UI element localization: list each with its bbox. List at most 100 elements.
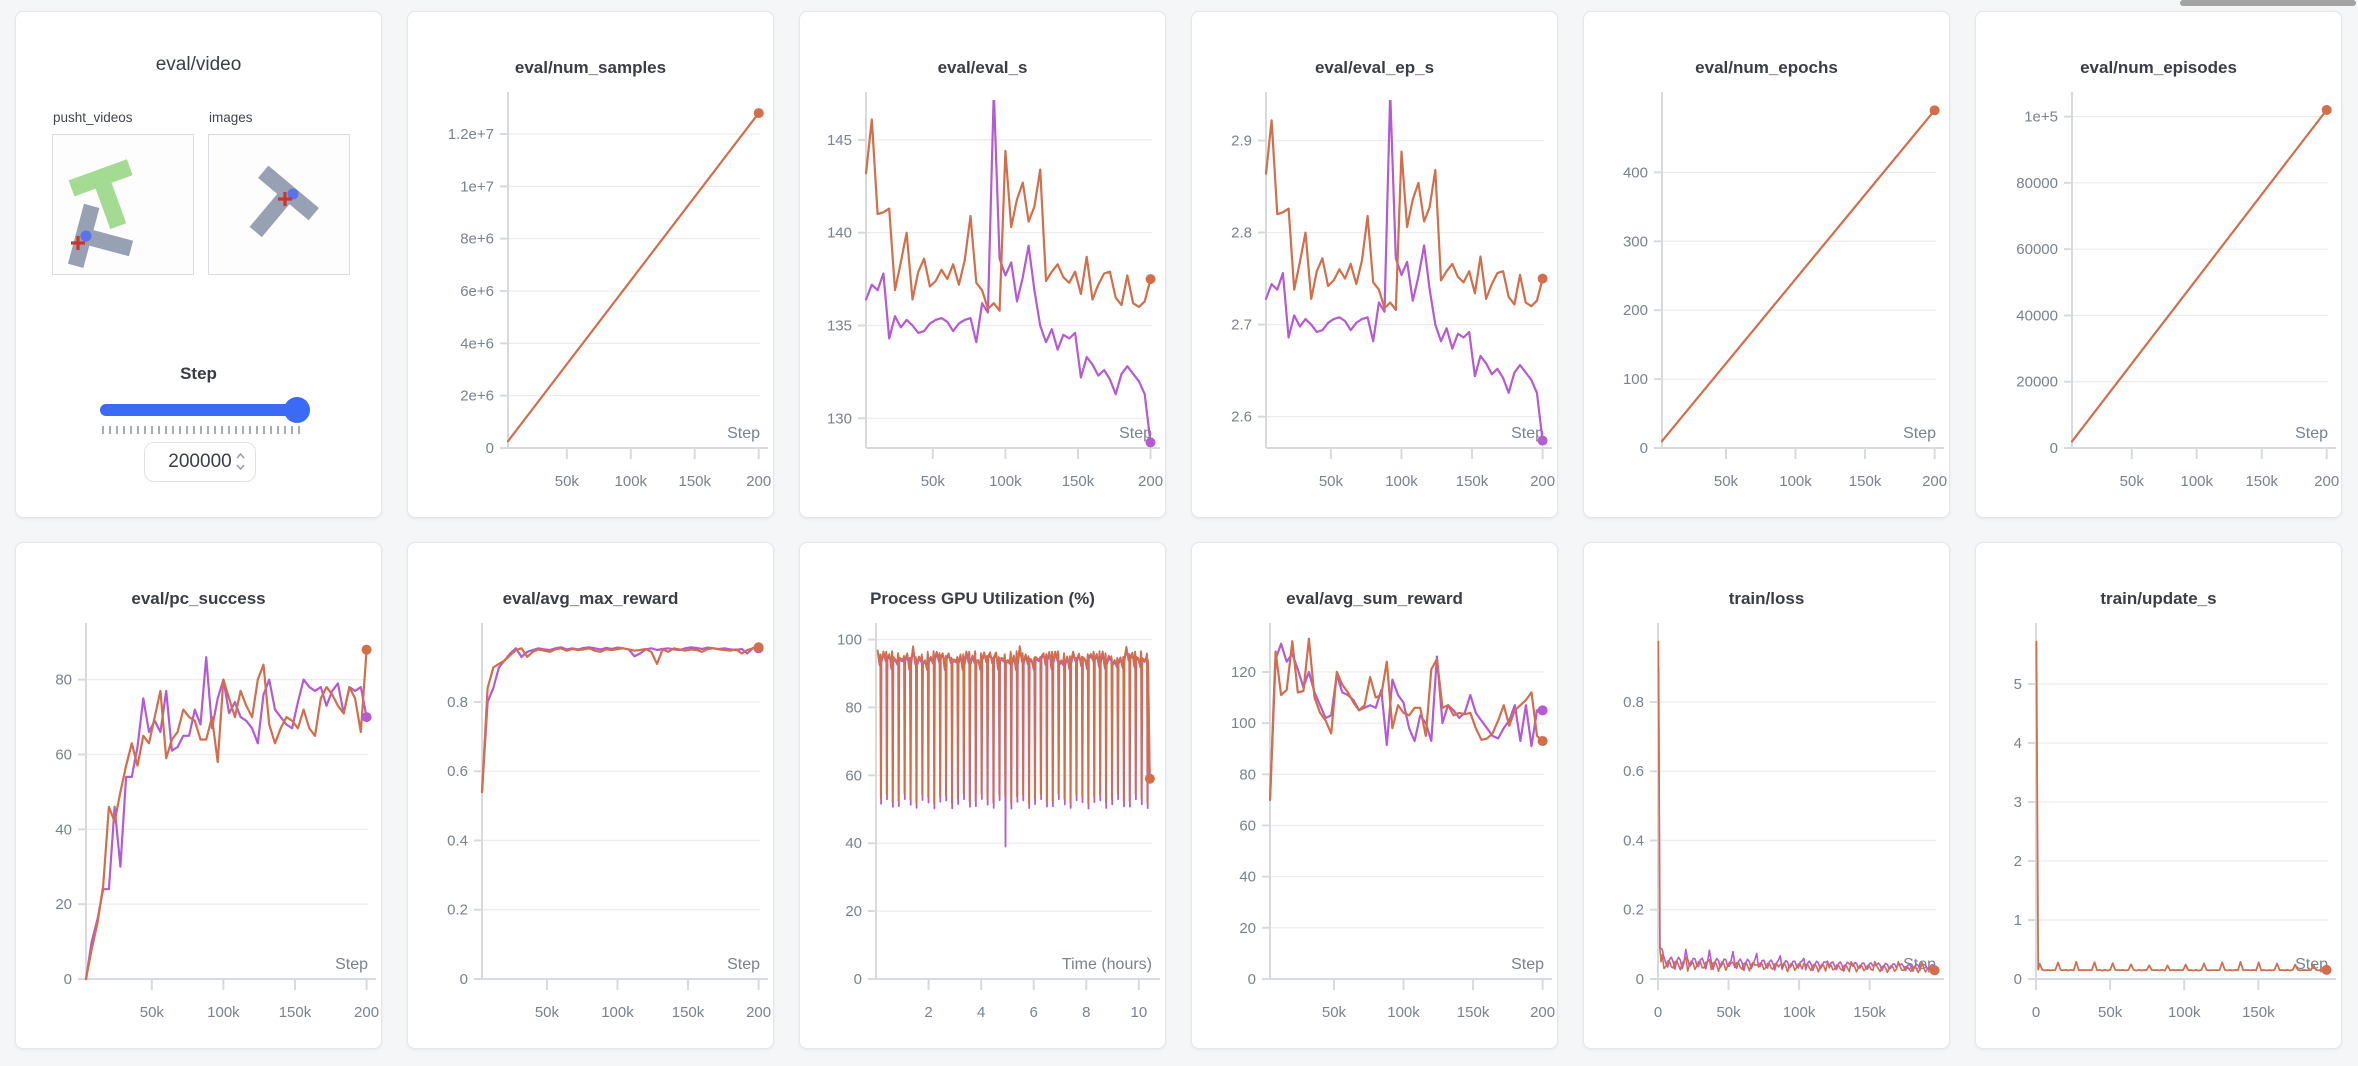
svg-text:100k: 100k — [615, 473, 648, 490]
svg-text:Step: Step — [1903, 425, 1936, 442]
svg-text:200: 200 — [354, 1004, 379, 1021]
chart-title: Process GPU Utilization (%) — [870, 589, 1095, 608]
svg-text:80000: 80000 — [2016, 175, 2058, 192]
svg-text:80: 80 — [845, 699, 862, 716]
chart-title: eval/eval_ep_s — [1314, 58, 1435, 77]
panel-eval-avg-max-reward: eval/avg_max_reward 50k 100k 150k 200 0 0.2 0.4… — [407, 542, 774, 1049]
svg-text:135: 135 — [827, 318, 852, 335]
svg-text:50k: 50k — [1322, 1004, 1347, 1021]
svg-text:0.6: 0.6 — [447, 763, 468, 780]
svg-text:6e+6: 6e+6 — [460, 283, 494, 300]
chevron-down-icon[interactable] — [235, 462, 246, 472]
chart-canvas[interactable]: 50k 100k 150k 200 0 100 200 300 400 Step — [1584, 12, 1950, 518]
svg-text:20: 20 — [1239, 920, 1256, 937]
svg-text:0.2: 0.2 — [1623, 902, 1644, 919]
svg-text:200: 200 — [1530, 473, 1555, 490]
svg-text:40: 40 — [845, 835, 862, 852]
svg-text:3: 3 — [2014, 794, 2022, 811]
pusht-video-frame — [67, 159, 134, 268]
svg-text:150k: 150k — [1457, 1004, 1490, 1021]
series-line-orange — [1660, 109, 1936, 443]
step-number-input[interactable]: 200000 — [144, 442, 256, 482]
chart-canvas[interactable]: 50k 100k 150k 200 130 135 140 145 Step — [800, 12, 1166, 518]
panel-eval-pc-success: eval/pc_success 50k 100k 150k 200 0 20 40 60 80 St… — [15, 542, 382, 1049]
series-line-orange — [2070, 108, 2328, 443]
chart-canvas[interactable]: 50k 100k 150k 200 0 20 40 60 80 100 120 Step — [1192, 543, 1558, 1049]
svg-text:0: 0 — [64, 971, 72, 988]
svg-text:0: 0 — [460, 971, 468, 988]
series-end-dot-purple — [1537, 435, 1548, 446]
svg-text:40: 40 — [55, 821, 72, 838]
svg-text:2: 2 — [2014, 853, 2022, 870]
svg-text:100k: 100k — [1387, 1004, 1420, 1021]
series-line-orange — [506, 112, 760, 443]
svg-text:1e+7: 1e+7 — [460, 178, 494, 195]
svg-text:0: 0 — [2050, 440, 2058, 457]
chart-canvas[interactable]: 50k 100k 150k 200 0 20 40 60 80 Step — [16, 543, 382, 1049]
svg-text:20: 20 — [845, 903, 862, 920]
svg-text:0: 0 — [1654, 1004, 1662, 1021]
series-end-dot-orange — [1537, 273, 1548, 284]
media-label-images: images — [209, 110, 253, 125]
blue-dot — [80, 230, 92, 242]
svg-text:60: 60 — [1239, 817, 1256, 834]
svg-text:100k: 100k — [2180, 473, 2213, 490]
svg-text:20: 20 — [55, 896, 72, 913]
svg-text:200: 200 — [746, 473, 771, 490]
svg-text:150k: 150k — [678, 473, 711, 490]
svg-text:0: 0 — [854, 971, 862, 988]
images-thumbnail[interactable] — [208, 134, 350, 275]
series-line-orange — [2035, 640, 2328, 972]
step-slider-ruler — [102, 426, 304, 434]
svg-text:100k: 100k — [1779, 473, 1812, 490]
panel-eval-eval-s: eval/eval_s 50k 100k 150k 200 130 135 140 145 Ste… — [799, 11, 1166, 518]
chevron-up-icon[interactable] — [235, 451, 246, 461]
svg-text:200: 200 — [746, 1004, 771, 1021]
series-line-purple — [877, 647, 1151, 848]
series-line-orange — [1264, 119, 1544, 311]
pusht-video-thumbnail[interactable] — [52, 134, 194, 275]
step-slider[interactable] — [100, 397, 310, 423]
chart-canvas[interactable]: 50k 100k 150k 200 0 0.2 0.4 0.6 0.8 Step — [408, 543, 774, 1049]
chart-canvas[interactable]: 50k 100k 150k 200 0 2e+6 4e+6 6e+6 8e+6 1e+7 1.2e+… — [408, 12, 774, 518]
svg-text:150k: 150k — [2242, 1004, 2275, 1021]
svg-text:Step: Step — [727, 956, 760, 973]
red-target-cross-icon — [71, 236, 85, 250]
svg-text:150k: 150k — [1853, 1004, 1886, 1021]
series-line-purple — [1657, 666, 1936, 972]
chart-canvas[interactable]: 50k 100k 150k 200 2.6 2.7 2.8 2.9 Step — [1192, 12, 1558, 518]
panel-train-loss: train/loss 0 50k 100k 150k 0 0.2 0.4 0.6 0.8 Step — [1583, 542, 1950, 1049]
series-end-dot-orange — [361, 644, 372, 655]
panel-grid: eval/video pusht_videos images — [15, 11, 2342, 1049]
svg-text:200: 200 — [2314, 473, 2339, 490]
svg-text:8: 8 — [1082, 1004, 1090, 1021]
media-label-pusht-videos: pusht_videos — [53, 110, 133, 125]
svg-text:0: 0 — [2032, 1004, 2040, 1021]
svg-text:100k: 100k — [1783, 1004, 1816, 1021]
chart-canvas[interactable]: 50k 100k 150k 200 0 20000 40000 60000 80000 1e+5 S… — [1976, 12, 2342, 518]
panel-eval-num-samples: eval/num_samples 50k 100k 150k 200 0 2e+6 4e+6 6… — [407, 11, 774, 518]
green-t-block — [68, 159, 133, 230]
horizontal-scrollbar-thumb[interactable] — [2180, 0, 2356, 6]
svg-text:0.4: 0.4 — [1623, 832, 1644, 849]
chart-canvas[interactable]: 0 50k 100k 150k 0 1 2 3 4 5 Step — [1976, 543, 2342, 1049]
panel-eval-num-epochs: eval/num_epochs 50k 100k 150k 200 0 100 200 300 4… — [1583, 11, 1950, 518]
stepper-arrows[interactable] — [235, 451, 246, 472]
svg-text:150k: 150k — [2245, 473, 2278, 490]
svg-text:100k: 100k — [1385, 473, 1418, 490]
svg-text:140: 140 — [827, 225, 852, 242]
svg-text:200: 200 — [1138, 473, 1163, 490]
step-slider-thumb[interactable] — [284, 397, 310, 423]
svg-text:300: 300 — [1623, 233, 1648, 250]
svg-text:50k: 50k — [535, 1004, 560, 1021]
svg-text:145: 145 — [827, 132, 852, 149]
svg-text:400: 400 — [1623, 164, 1648, 181]
svg-text:100k: 100k — [2168, 1004, 2201, 1021]
chart-title: eval/avg_max_reward — [502, 589, 679, 608]
chart-title: eval/pc_success — [131, 589, 266, 608]
series-line-orange — [1268, 637, 1544, 801]
svg-text:0.8: 0.8 — [447, 694, 468, 711]
svg-text:50k: 50k — [140, 1004, 165, 1021]
